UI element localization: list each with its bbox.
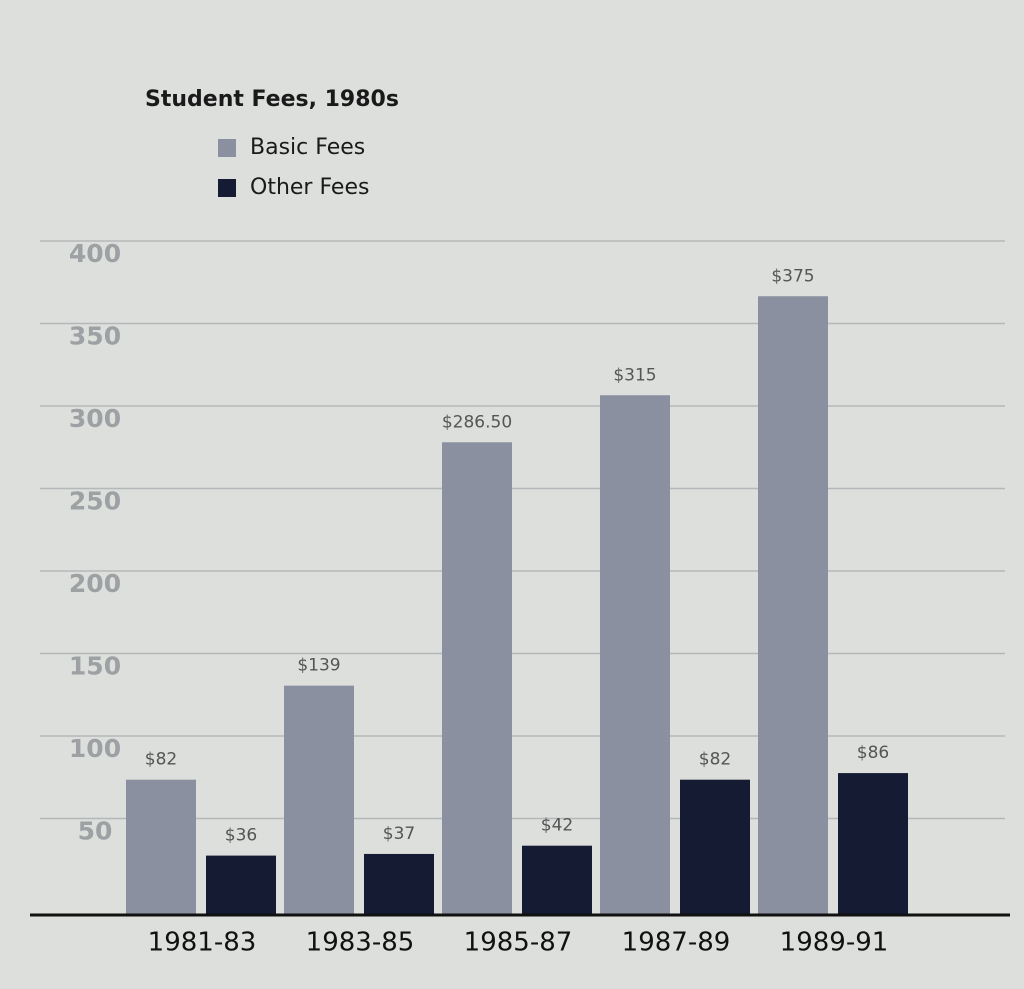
x-tick-label: 1985-87	[464, 928, 573, 958]
legend-swatch	[218, 179, 236, 197]
bar	[126, 779, 196, 915]
value-label: $42	[541, 816, 573, 836]
bar	[442, 442, 512, 915]
bar	[838, 773, 908, 915]
x-tick-label: 1983-85	[306, 928, 415, 958]
y-tick-label: 150	[69, 652, 121, 681]
bar	[758, 296, 828, 915]
y-tick-label: 100	[69, 734, 121, 763]
value-label: $139	[297, 656, 340, 676]
value-label: $315	[613, 365, 656, 385]
legend-label: Other Fees	[250, 175, 369, 200]
value-label: $37	[383, 824, 415, 844]
y-tick-label: 200	[69, 569, 121, 598]
value-label: $82	[145, 750, 177, 770]
bar	[206, 855, 276, 915]
bar	[284, 685, 354, 915]
value-label: $286.50	[442, 412, 512, 432]
legend-label: Basic Fees	[250, 135, 365, 160]
x-tick-label: 1989-91	[780, 928, 889, 958]
bar	[522, 845, 592, 915]
y-tick-label: 350	[69, 322, 121, 351]
y-tick-label: 50	[78, 817, 113, 846]
legend-swatch	[218, 139, 236, 157]
value-label: $86	[857, 743, 889, 763]
value-label: $375	[771, 266, 814, 286]
chart-title: Student Fees, 1980s	[145, 87, 399, 112]
y-tick-label: 400	[69, 239, 121, 268]
y-tick-label: 300	[69, 404, 121, 433]
y-tick-label: 250	[69, 487, 121, 516]
x-tick-label: 1981-83	[148, 928, 257, 958]
bar	[600, 395, 670, 915]
x-tick-label: 1987-89	[622, 928, 731, 958]
bar	[680, 779, 750, 915]
value-label: $36	[225, 826, 257, 846]
value-label: $82	[699, 750, 731, 770]
bar	[364, 853, 434, 915]
